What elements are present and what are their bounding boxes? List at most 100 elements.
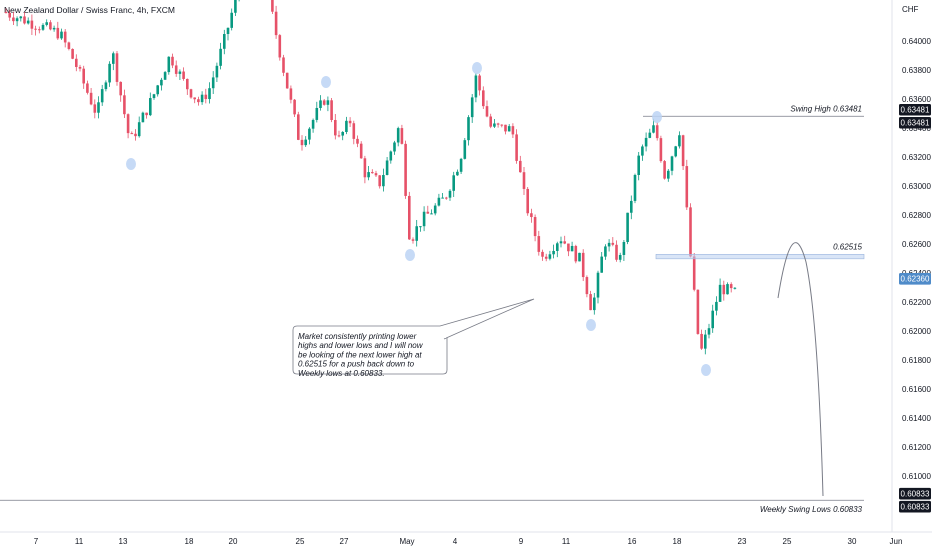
price-tick-label: 0.62200 [902,298,931,307]
candle-body [115,53,119,82]
candle-body [163,72,167,80]
candle-body [219,48,222,66]
candle-body [60,31,63,39]
candle-body [585,277,589,295]
price-tick-label: 0.61200 [902,443,931,452]
candle-body [82,68,85,84]
candle-body [478,75,481,91]
candle-body [182,71,185,79]
candle-body [71,48,74,59]
resistance-label: 0.62515 [833,242,862,251]
candle-body [626,212,629,243]
candle-body [526,188,529,214]
candle-body [208,88,211,100]
candle-body [533,217,537,237]
candle-body [459,158,463,172]
candle-body [356,138,359,144]
candle-body [641,146,644,156]
candle-body [56,27,60,39]
candle-body [689,207,692,257]
candle-body [289,88,293,100]
candle-body [448,190,452,198]
candle-body [537,236,541,252]
candle-body [41,24,45,30]
candle-body [607,242,611,247]
candle-body [611,242,615,245]
price-tick-label: 0.63200 [902,153,931,162]
candle-body [100,89,104,103]
candle-body [341,131,344,136]
candle-body [437,197,441,206]
candle-body [426,211,430,214]
swing-point-marker [126,158,136,170]
chart-title: New Zealand Dollar / Swiss Franc, 4h, FX… [4,5,175,15]
candle-body [648,132,652,138]
candle-body [167,56,171,73]
candle-body [52,27,56,30]
price-tick-label: 0.61000 [902,472,931,481]
candle-body [596,272,600,298]
candle-body [696,289,700,334]
price-axis[interactable]: 0.640000.638000.636000.634000.632000.630… [902,37,931,481]
candle-body [385,160,389,175]
candle-body [315,107,319,120]
candle-body [15,18,19,22]
candle-body [570,245,574,252]
candle-body [334,119,337,136]
callout-box [292,325,448,375]
candle-body [104,82,108,90]
candle-body [615,244,618,260]
candle-body [337,135,341,137]
candle-body [308,128,311,140]
candle-body [204,94,208,100]
price-tag [899,500,931,513]
price-tick-label: 0.61600 [902,385,931,394]
candle-body [8,12,11,18]
candle-body [297,114,300,140]
candle-body [345,120,348,132]
time-tick-label: 16 [628,537,637,546]
candle-body [112,53,115,64]
candle-body [178,71,182,74]
candle-body [408,195,411,240]
candle-body [663,161,666,179]
candle-body [67,42,71,49]
time-tick-label: 9 [519,537,524,546]
candle-body [130,133,134,135]
candle-body [367,172,370,178]
candle-body [511,126,515,135]
candle-body [363,158,367,178]
candle-body [622,242,626,255]
candle-body [226,27,230,35]
candle-body [137,122,141,137]
candle-body [485,106,489,117]
candle-body [567,243,570,252]
candle-body [441,197,444,199]
candle-body [667,170,670,179]
candle-body [282,57,285,73]
time-tick-label: 30 [848,537,857,546]
candle-body [30,20,34,29]
price-tick-label: 0.62000 [902,327,931,336]
candle-body [496,123,500,125]
candle-body [700,333,703,349]
time-tick-label: 20 [229,537,238,546]
candle-body [319,100,322,108]
candle-body [574,245,578,262]
swing-point-marker [652,111,662,123]
candle-body [26,20,30,24]
price-tag [899,487,931,500]
candle-body [63,31,67,43]
price-tag [899,116,931,129]
time-tick-label: 18 [185,537,194,546]
candle-body [633,174,637,201]
candle-body [637,155,640,175]
time-axis[interactable]: 7 11 13 18 20 25 27 May 4 9 11 16 18 23 25 30 Jun [34,537,903,546]
candle-body [556,243,559,251]
time-tick-label: 13 [119,537,128,546]
time-tick-label: 11 [562,537,571,546]
candle-body [630,200,633,213]
candle-body [75,58,78,67]
candle-body [659,138,663,162]
